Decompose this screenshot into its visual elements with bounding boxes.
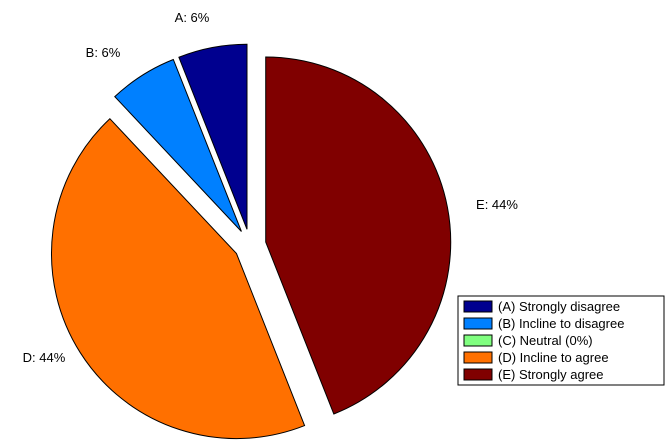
- legend-label-a: (A) Strongly disagree: [498, 299, 620, 314]
- legend: (A) Strongly disagree (B) Incline to disa…: [457, 295, 665, 386]
- pie-slice-a: [178, 43, 248, 230]
- legend-swatch-e: [463, 368, 493, 381]
- pie-slice-b: [114, 58, 242, 232]
- legend-label-b: (B) Incline to disagree: [498, 316, 624, 331]
- slice-label-e: E: 44%: [476, 197, 518, 212]
- slice-labels: A: 6% B: 6% D: 44% E: 44%: [23, 10, 519, 365]
- pie-slices: [51, 43, 452, 440]
- legend-swatch-a: [463, 300, 493, 313]
- slice-label-b: B: 6%: [86, 45, 121, 60]
- legend-label-e: (E) Strongly agree: [498, 367, 604, 382]
- pie-slice-e: [265, 56, 452, 415]
- legend-swatch-b: [463, 317, 493, 330]
- legend-swatch-d: [463, 351, 493, 364]
- legend-label-d: (D) Incline to agree: [498, 350, 609, 365]
- slice-label-d: D: 44%: [23, 350, 66, 365]
- legend-swatch-c: [463, 334, 493, 347]
- slice-label-a: A: 6%: [175, 10, 210, 25]
- legend-label-c: (C) Neutral (0%): [498, 333, 593, 348]
- pie-slice-d: [51, 118, 306, 440]
